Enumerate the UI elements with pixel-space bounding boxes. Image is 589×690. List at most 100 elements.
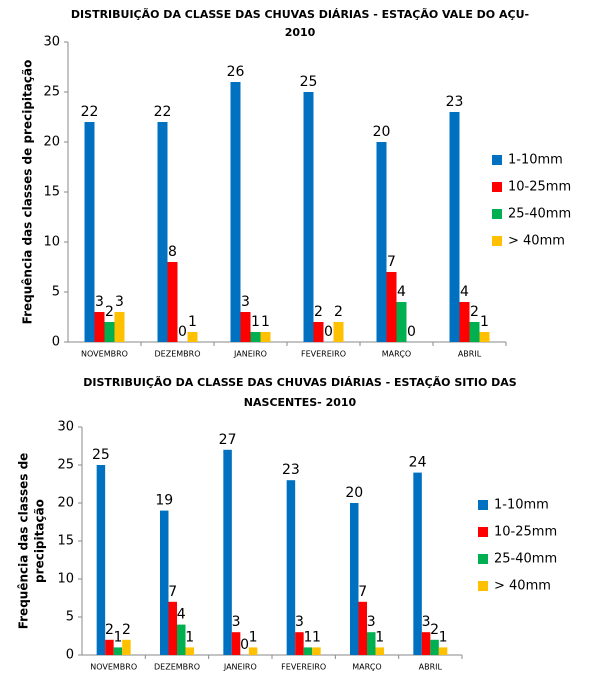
value-label: 25 [92,447,110,463]
value-label: 0 [178,324,187,340]
x-tick-label: JANEIRO [233,350,267,359]
value-label: 4 [460,284,469,300]
value-label: 1 [188,314,197,330]
bar [248,647,258,655]
y-axis-label: precipitação [33,499,47,583]
y-tick-label: 30 [57,420,74,435]
value-label: 4 [397,284,406,300]
y-tick-label: 0 [52,335,60,350]
y-tick-label: 25 [43,85,60,100]
bar [303,92,314,342]
bar [469,322,480,342]
y-tick-label: 20 [57,496,74,511]
x-tick-label: ABRIL [458,350,482,359]
bar [358,601,367,655]
legend-label: > 40mm [508,234,565,249]
value-label: 1 [185,629,194,645]
bar [240,312,251,342]
value-label: 7 [168,584,177,600]
y-tick-label: 15 [57,534,74,549]
legend-swatch [492,182,502,192]
bar [375,647,384,655]
bar [295,632,304,655]
value-label: 23 [446,94,464,110]
bar [303,647,313,655]
legend-swatch [492,155,502,165]
bar [105,639,114,655]
x-tick-label: DEZEMBRO [154,663,200,672]
bar [367,632,376,655]
value-label: 1 [375,629,384,645]
value-label: 0 [240,637,249,653]
bar [177,624,186,655]
bar [438,647,448,655]
bar [230,82,241,342]
x-tick-label: MARÇO [352,663,381,672]
value-label: 1 [249,629,258,645]
y-tick-label: 10 [43,235,60,250]
bar [114,312,125,342]
legend-swatch [478,500,488,510]
value-label: 3 [232,614,241,630]
y-tick-label: 25 [57,458,74,473]
x-tick-label: FEVEREIRO [281,663,326,672]
x-tick-label: ABRIL [419,663,443,672]
value-label: 3 [95,294,104,310]
value-label: 1 [261,314,270,330]
bar [96,465,106,655]
bar [396,302,407,342]
bar [104,322,115,342]
bar [94,312,105,342]
value-label: 0 [324,324,333,340]
bar [187,332,198,342]
legend-label: 10-25mm [494,525,557,540]
legend-label: > 40mm [494,579,551,594]
value-label: 1 [251,314,260,330]
bar [413,472,422,655]
y-tick-label: 0 [66,648,74,663]
legend-label: 25-40mm [508,207,571,222]
value-label: 3 [115,294,124,310]
bar [160,510,169,655]
bar [250,332,261,342]
x-tick-label: NOVEMBRO [90,663,137,672]
y-axis-label: Frequência das classes de precipitação [21,60,35,325]
value-label: 2 [314,304,323,320]
value-label: 20 [345,485,363,501]
bar [157,122,168,342]
value-label: 2 [122,622,131,638]
chart-title: DISTRIBUIÇÃO DA CLASSE DAS CHUVAS DIÁRIA… [83,376,517,389]
value-label: 25 [300,74,318,90]
value-label: 3 [241,294,250,310]
bar [168,601,177,655]
bar [313,322,324,342]
bar [459,302,470,342]
bar [421,632,431,655]
value-label: 27 [219,432,237,448]
value-label: 26 [227,64,245,80]
x-tick-label: JANEIRO [223,663,257,672]
chart-title: DISTRIBUIÇÃO DA CLASSE DAS CHUVAS DIÁRIA… [71,8,529,21]
y-tick-label: 5 [66,610,74,625]
value-label: 7 [358,584,367,600]
value-label: 7 [387,254,396,270]
value-label: 20 [373,124,391,140]
chart-title: 2010 [285,26,316,39]
bar [167,262,178,342]
bar [449,112,460,342]
y-tick-label: 10 [57,572,74,587]
value-label: 3 [422,614,431,630]
x-tick-label: DEZEMBRO [155,350,201,359]
bar [386,272,397,342]
value-label: 4 [177,607,186,623]
legend-swatch [492,209,502,219]
value-label: 3 [295,614,304,630]
legend-label: 10-25mm [508,180,571,195]
legend-swatch [492,236,502,246]
bar [350,503,359,655]
value-label: 24 [409,455,427,471]
value-label: 2 [105,622,114,638]
chart: DISTRIBUIÇÃO DA CLASSE DAS CHUVAS DIÁRIA… [17,376,558,672]
legend-swatch [478,581,488,591]
value-label: 8 [168,244,177,260]
